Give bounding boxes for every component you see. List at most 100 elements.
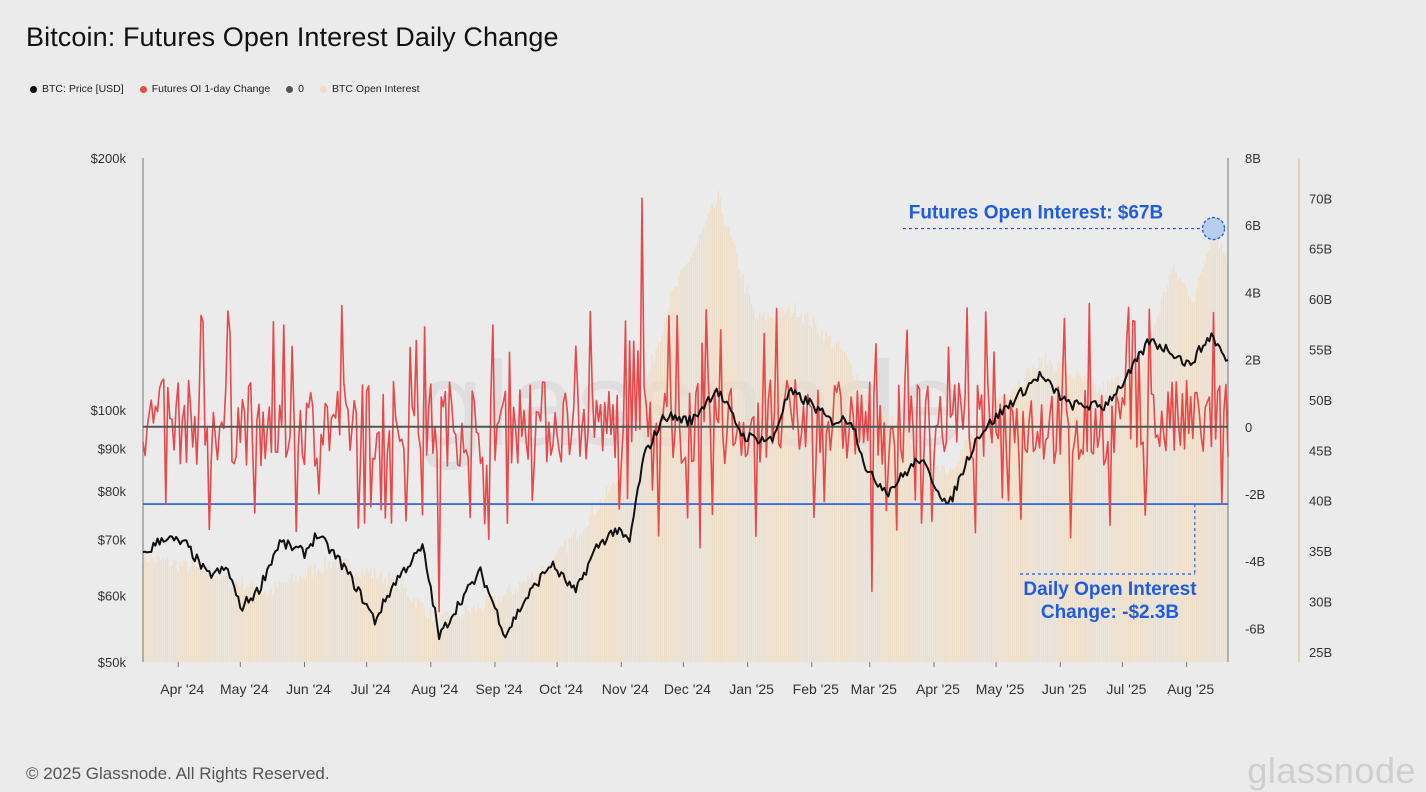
open-interest-bar xyxy=(340,557,343,662)
oi-change-tick-label: -2B xyxy=(1245,487,1265,502)
price-tick-label: $50k xyxy=(98,655,127,670)
open-interest-bar xyxy=(320,572,322,662)
open-interest-bar xyxy=(943,465,945,662)
open-interest-bar xyxy=(802,322,805,662)
open-interest-bar xyxy=(980,413,983,662)
open-interest-bar xyxy=(305,575,308,662)
open-interest-bar xyxy=(626,451,629,662)
open-interest-bar xyxy=(705,220,707,663)
open-interest-bar xyxy=(1191,302,1194,662)
open-interest-bar xyxy=(624,444,626,662)
open-interest-bar xyxy=(742,274,744,662)
open-interest-bar xyxy=(899,423,902,662)
open-interest-bar xyxy=(585,527,587,662)
open-interest-bar xyxy=(647,374,649,662)
open-interest-bar xyxy=(1057,362,1059,662)
open-interest-bar xyxy=(349,562,351,662)
open-interest-bar xyxy=(438,629,440,662)
open-interest-bar xyxy=(525,580,527,662)
open-interest-bar xyxy=(237,582,239,662)
open-interest-bar xyxy=(618,480,620,662)
open-interest-bar xyxy=(270,588,272,662)
legend-label-zero: 0 xyxy=(298,83,305,95)
open-interest-bar xyxy=(1013,387,1016,662)
x-tick-label: May '24 xyxy=(220,681,269,697)
open-interest-bar xyxy=(1111,378,1113,662)
legend-item-zero[interactable]: 0 xyxy=(286,83,304,95)
open-interest-bar xyxy=(303,577,306,662)
open-interest-bar xyxy=(874,400,877,662)
open-interest-bar xyxy=(773,319,776,662)
open-interest-bar xyxy=(222,575,225,662)
copyright-text: © 2025 Glassnode. All Rights Reserved. xyxy=(26,764,330,783)
open-interest-bar xyxy=(1181,281,1183,662)
open-interest-bar xyxy=(992,399,995,662)
open-interest-bar xyxy=(1218,248,1221,663)
open-interest-bar xyxy=(218,578,221,662)
open-interest-bar xyxy=(1071,377,1074,662)
open-interest-bar xyxy=(924,457,927,662)
open-interest-bar xyxy=(1040,358,1043,662)
open-interest-bar xyxy=(885,414,887,662)
open-interest-bar xyxy=(727,225,730,663)
open-interest-bar xyxy=(531,572,533,662)
open-interest-bar xyxy=(667,310,670,662)
open-interest-bar xyxy=(939,470,941,662)
open-interest-bar xyxy=(429,607,432,662)
open-interest-bar xyxy=(970,433,972,662)
open-interest-bar xyxy=(1059,363,1061,662)
open-interest-bar xyxy=(245,586,248,662)
open-interest-bar xyxy=(1115,377,1117,662)
open-interest-bar xyxy=(409,599,411,662)
open-interest-bar xyxy=(572,533,575,662)
open-interest-bar xyxy=(589,513,591,662)
open-interest-bar xyxy=(1187,296,1190,662)
open-interest-bar xyxy=(551,569,554,662)
legend-item-price[interactable]: BTC: Price [USD] xyxy=(30,83,124,95)
open-interest-bar xyxy=(543,571,546,662)
legend-dot-price xyxy=(30,85,37,93)
open-interest-bar xyxy=(806,312,809,662)
open-interest-bar xyxy=(365,568,368,662)
open-interest-bar xyxy=(380,570,382,662)
open-interest-bar xyxy=(852,376,854,662)
open-interest-bar xyxy=(707,214,709,662)
annotation-change-text: Change: -$2.3B xyxy=(1041,602,1179,623)
open-interest-bar xyxy=(614,484,616,662)
open-interest-bar xyxy=(334,560,337,662)
open-interest-bar xyxy=(1177,280,1179,662)
legend-item-open-interest[interactable]: BTC Open Interest xyxy=(320,83,420,95)
open-interest-bar xyxy=(415,607,417,662)
open-interest-bar xyxy=(1150,332,1152,662)
price-tick-label: $200k xyxy=(91,151,127,166)
open-interest-bar xyxy=(1113,383,1115,662)
open-interest-bar xyxy=(891,415,894,662)
open-interest-bar xyxy=(508,584,511,662)
open-interest-bar xyxy=(659,342,662,662)
open-interest-bar xyxy=(966,439,968,662)
open-interest-bar xyxy=(324,557,326,662)
open-interest-bar xyxy=(1158,313,1161,662)
open-interest-bar xyxy=(1038,358,1041,662)
open-interest-bar xyxy=(351,570,353,662)
legend-item-oi-change[interactable]: Futures OI 1-day Change xyxy=(139,83,270,95)
open-interest-bar xyxy=(504,593,506,662)
open-interest-bar xyxy=(220,568,223,662)
open-interest-bar xyxy=(775,312,778,662)
open-interest-bar xyxy=(1200,273,1202,662)
annotation-change-text: Daily Open Interest xyxy=(1023,579,1197,600)
open-interest-bar xyxy=(183,559,185,662)
open-interest-bar xyxy=(1208,250,1210,662)
open-interest-bar xyxy=(771,316,773,662)
open-interest-bar xyxy=(199,563,202,662)
legend-label-price: BTC: Price [USD] xyxy=(42,83,124,95)
x-tick-label: Aug '25 xyxy=(1167,681,1214,697)
open-interest-bar xyxy=(765,320,767,662)
open-interest-bar xyxy=(181,565,183,662)
open-interest-bar xyxy=(949,467,952,662)
open-interest-bar xyxy=(500,603,502,662)
open-interest-bar xyxy=(479,607,482,662)
open-interest-bar xyxy=(719,197,722,662)
open-interest-bar xyxy=(144,549,146,662)
open-interest-bar xyxy=(1094,384,1096,662)
